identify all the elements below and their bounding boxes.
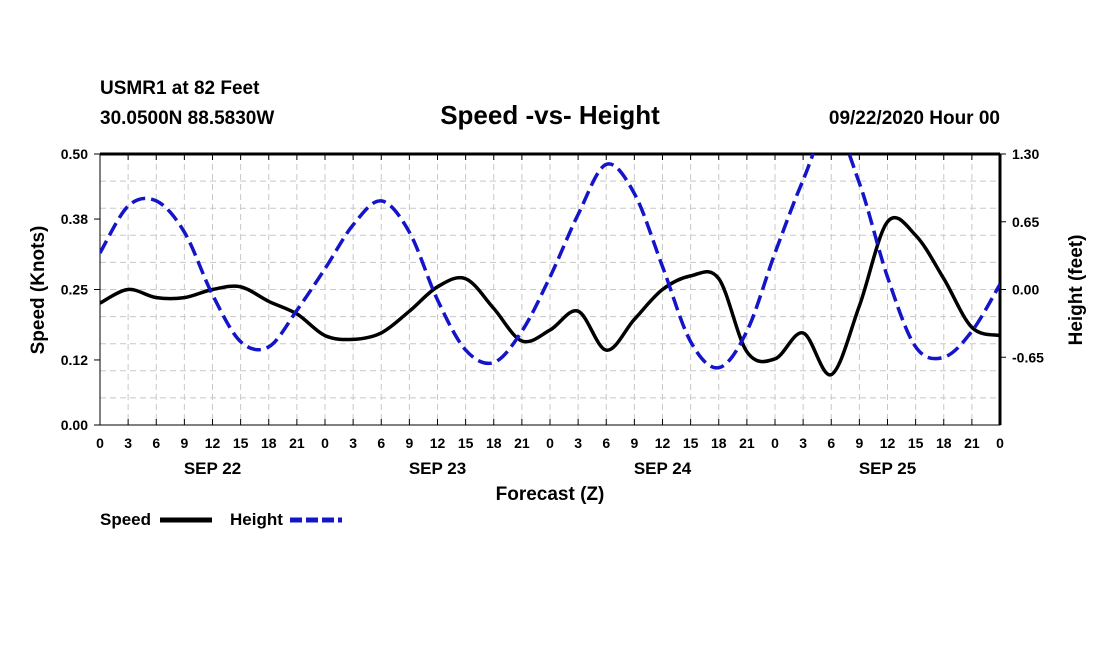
y-left-tick-label: 0.25 <box>61 282 88 298</box>
x-tick-label: 21 <box>964 435 980 451</box>
x-tick-label: 3 <box>799 435 807 451</box>
y-left-tick-label: 0.00 <box>61 417 88 433</box>
x-tick-label: 0 <box>771 435 779 451</box>
legend-height-label: Height <box>230 510 283 529</box>
series-line-speed <box>100 215 1000 377</box>
y-right-tick-label: 1.30 <box>1012 146 1039 162</box>
legend: Speed Height <box>100 510 342 529</box>
x-tick-label: 9 <box>630 435 638 451</box>
axis-ticks <box>94 153 1006 426</box>
day-label: SEP 22 <box>184 459 241 478</box>
date-label: 09/22/2020 Hour 00 <box>829 108 1000 129</box>
x-tick-label: 9 <box>855 435 863 451</box>
x-tick-label: 6 <box>827 435 835 451</box>
x-tick-label: 15 <box>233 435 249 451</box>
x-tick-label: 6 <box>377 435 385 451</box>
y-left-tick-label: 0.12 <box>61 352 88 368</box>
x-tick-label: 21 <box>739 435 755 451</box>
x-tick-label: 21 <box>289 435 305 451</box>
x-axis-label: Forecast (Z) <box>496 484 605 505</box>
x-tick-label: 3 <box>574 435 582 451</box>
y-axis-left-label: Speed (Knots) <box>28 226 49 355</box>
x-tick-label: 9 <box>180 435 188 451</box>
chart-title: Speed -vs- Height <box>440 100 660 130</box>
day-label: SEP 24 <box>634 459 692 478</box>
y-right-tick-label: 0.00 <box>1012 282 1039 298</box>
x-tick-label: 12 <box>880 435 896 451</box>
x-tick-label: 18 <box>261 435 277 451</box>
station-label: USMR1 at 82 Feet <box>100 78 260 99</box>
coords-label: 30.0500N 88.5830W <box>100 108 274 129</box>
grid <box>100 154 1000 425</box>
y-right-tick-label: 0.65 <box>1012 214 1039 230</box>
x-tick-label: 0 <box>321 435 329 451</box>
y-left-tick-label: 0.50 <box>61 146 88 162</box>
x-tick-label: 15 <box>683 435 699 451</box>
day-label: SEP 25 <box>859 459 916 478</box>
x-tick-label: 18 <box>486 435 502 451</box>
x-tick-label: 12 <box>430 435 446 451</box>
x-tick-label: 3 <box>349 435 357 451</box>
x-tick-label: 3 <box>124 435 132 451</box>
x-tick-label: 6 <box>602 435 610 451</box>
x-tick-label: 6 <box>152 435 160 451</box>
x-tick-label: 15 <box>458 435 474 451</box>
series-line-height <box>100 154 1000 370</box>
x-tick-label: 0 <box>546 435 554 451</box>
x-tick-label: 15 <box>908 435 924 451</box>
x-tick-label: 18 <box>936 435 952 451</box>
x-tick-label: 9 <box>405 435 413 451</box>
y-axis-right-label: Height (feet) <box>1066 235 1087 346</box>
y-left-tick-label: 0.38 <box>61 211 88 227</box>
x-tick-label: 12 <box>655 435 671 451</box>
x-tick-label: 21 <box>514 435 530 451</box>
day-label: SEP 23 <box>409 459 466 478</box>
x-tick-label: 12 <box>205 435 221 451</box>
x-tick-label: 18 <box>711 435 727 451</box>
y-right-tick-label: -0.65 <box>1012 349 1044 365</box>
legend-speed-label: Speed <box>100 510 151 529</box>
series <box>100 154 1000 377</box>
x-tick-label: 0 <box>996 435 1004 451</box>
x-tick-label: 0 <box>96 435 104 451</box>
